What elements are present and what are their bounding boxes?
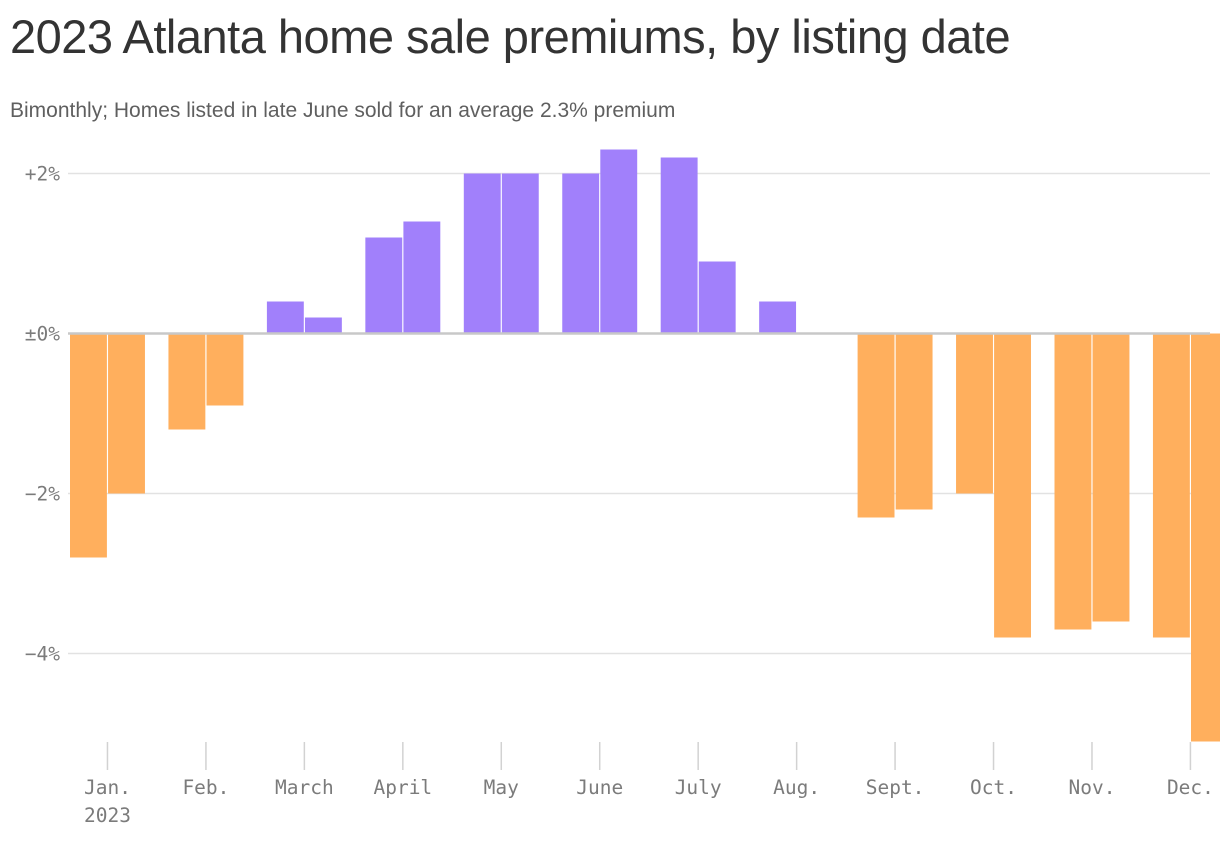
bar <box>365 237 403 334</box>
bar <box>994 333 1031 638</box>
y-axis: +2% ±0% −2% −4% <box>25 163 60 666</box>
bar <box>304 317 342 334</box>
bar <box>698 261 736 334</box>
chart-subtitle: Bimonthly; Homes listed in late June sol… <box>10 99 676 122</box>
x-tick-label: Jan. <box>84 776 131 799</box>
x-tick-label: Oct. <box>970 776 1017 799</box>
chart-title: 2023 Atlanta home sale premiums, by list… <box>10 10 1011 63</box>
bar <box>1054 333 1092 630</box>
bar <box>956 333 993 494</box>
x-tick-label: March <box>275 776 334 799</box>
bar <box>403 221 441 334</box>
x-tick-label: May <box>484 776 519 799</box>
x-tick-label: July <box>675 776 722 799</box>
y-tick-label: +2% <box>25 163 60 186</box>
x-tick-label: Sept. <box>866 776 925 799</box>
x-axis: Jan. 2023 Feb. March April May June July Aug. Sep… <box>84 742 1214 827</box>
bar <box>463 173 501 334</box>
bar <box>206 333 244 406</box>
x-tick-sublabel: 2023 <box>84 804 131 827</box>
bar <box>70 333 107 558</box>
bar <box>895 333 933 510</box>
x-tick-label: June <box>576 776 623 799</box>
bar <box>1092 333 1130 622</box>
x-tick-label: Aug. <box>773 776 820 799</box>
y-tick-label: −2% <box>25 483 60 506</box>
bars <box>70 149 1220 742</box>
bar <box>1152 333 1190 638</box>
x-tick-label: Feb. <box>182 776 229 799</box>
bar <box>660 157 698 334</box>
bar <box>562 173 600 334</box>
x-tick-label: April <box>373 776 432 799</box>
grid-lines <box>68 172 1210 655</box>
y-tick-label: −4% <box>25 643 60 666</box>
y-tick-label: ±0% <box>25 323 60 346</box>
bar <box>600 149 638 334</box>
bar <box>108 333 145 494</box>
bar <box>266 301 304 334</box>
bar <box>1191 333 1220 742</box>
x-tick-label: Nov. <box>1068 776 1115 799</box>
bar <box>857 333 895 518</box>
x-tick-label: Dec. <box>1167 776 1214 799</box>
bar <box>501 173 539 334</box>
bar <box>168 333 206 430</box>
bar <box>759 301 797 334</box>
